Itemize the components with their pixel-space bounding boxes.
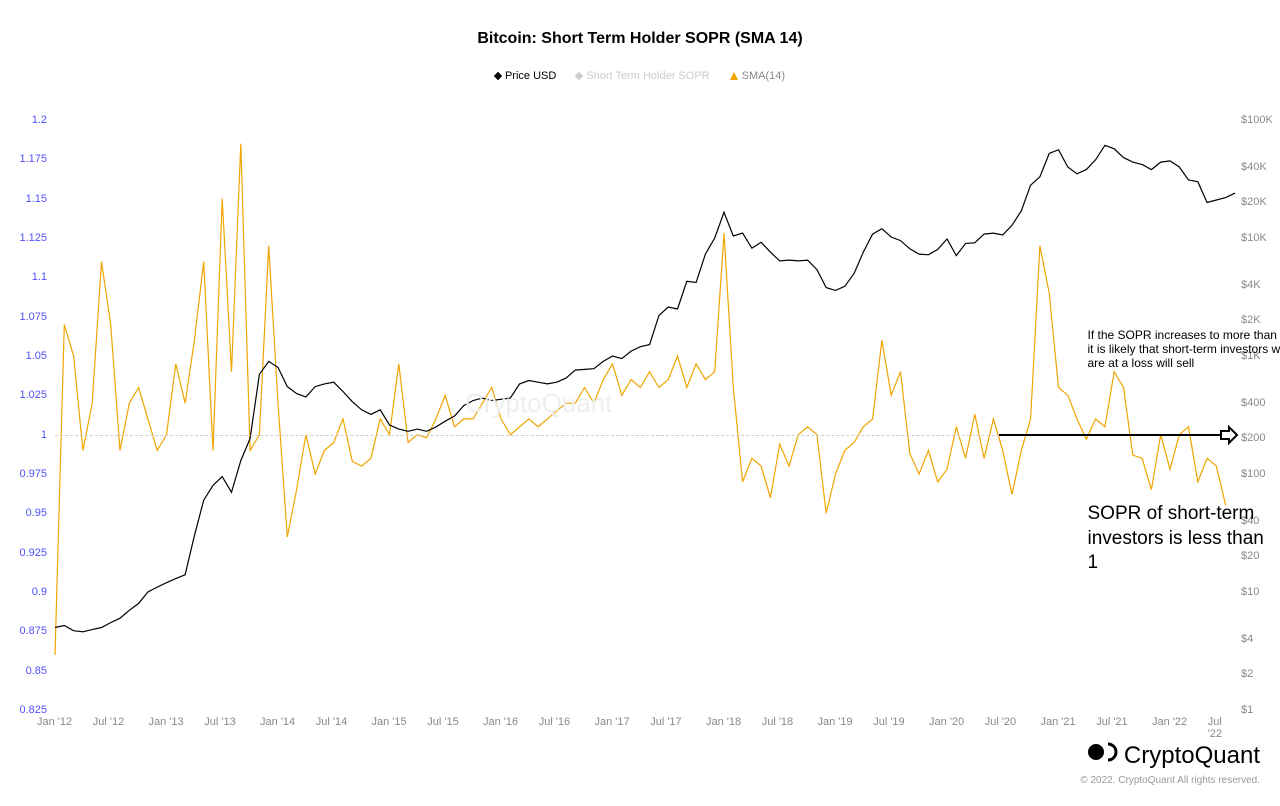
- x-tick: Jan '13: [148, 716, 183, 728]
- x-tick: Jan '15: [371, 716, 406, 728]
- logo-label: CryptoQuant: [1124, 742, 1260, 770]
- y-right-tick: $40K: [1241, 161, 1267, 173]
- y-left-tick: 1.15: [7, 193, 47, 205]
- y-right-tick: $100: [1241, 468, 1265, 480]
- legend-item: Short Term Holder SOPR: [576, 70, 709, 82]
- annotation-small: If the SOPR increases to more than 1, it…: [1088, 328, 1280, 370]
- annotation-large: SOPR of short-term investors is less tha…: [1088, 502, 1278, 576]
- x-tick: Jan '21: [1040, 716, 1075, 728]
- x-tick: Jul '15: [427, 716, 458, 728]
- y-right-tick: $1: [1241, 704, 1253, 716]
- chart-title: Bitcoin: Short Term Holder SOPR (SMA 14): [0, 0, 1280, 48]
- y-left-tick: 1.05: [7, 350, 47, 362]
- x-tick: Jan '17: [594, 716, 629, 728]
- y-left-tick: 1.075: [7, 311, 47, 323]
- logo-area: CryptoQuant © 2022. CryptoQuant All righ…: [1080, 740, 1260, 786]
- x-tick: Jul '16: [539, 716, 570, 728]
- x-tick: Jul '19: [873, 716, 904, 728]
- price-line: [55, 145, 1235, 632]
- x-tick: Jan '12: [37, 716, 72, 728]
- x-tick: Jan '18: [706, 716, 741, 728]
- y-left-tick: 1.025: [7, 389, 47, 401]
- y-right-tick: $4K: [1241, 279, 1261, 291]
- sma14-line: [55, 144, 1226, 655]
- x-tick: Jul '13: [204, 716, 235, 728]
- y-left-tick: 0.925: [7, 547, 47, 559]
- legend-label: Price USD: [505, 70, 556, 82]
- y-right-tick: $200: [1241, 432, 1265, 444]
- legend-label: Short Term Holder SOPR: [586, 70, 709, 82]
- y-right-tick: $2: [1241, 668, 1253, 680]
- y-right-tick: $2K: [1241, 314, 1261, 326]
- y-right-tick: $20K: [1241, 196, 1267, 208]
- legend-item: Price USD: [495, 70, 556, 82]
- y-left-tick: 1: [7, 429, 47, 441]
- legend-item: SMA(14): [730, 70, 785, 82]
- y-right-tick: $4: [1241, 633, 1253, 645]
- y-left-tick: 0.85: [7, 665, 47, 677]
- legend-marker: [730, 72, 738, 80]
- y-left-tick: 1.125: [7, 232, 47, 244]
- legend: Price USD Short Term Holder SOPR SMA(14): [0, 70, 1280, 82]
- y-left-tick: 0.95: [7, 507, 47, 519]
- y-left-tick: 0.9: [7, 586, 47, 598]
- x-tick: Jan '22: [1152, 716, 1187, 728]
- y-left-tick: 1.175: [7, 153, 47, 165]
- y-right-tick: $10: [1241, 586, 1259, 598]
- y-left-tick: 0.825: [7, 704, 47, 716]
- logo: CryptoQuant: [1080, 740, 1260, 771]
- plot-svg: [55, 120, 1235, 710]
- y-right-tick: $10K: [1241, 232, 1267, 244]
- chart-container: Bitcoin: Short Term Holder SOPR (SMA 14)…: [0, 0, 1280, 806]
- y-left-tick: 1.1: [7, 271, 47, 283]
- legend-marker: [494, 72, 502, 80]
- x-tick: Jan '14: [260, 716, 295, 728]
- x-tick: Jul '21: [1096, 716, 1127, 728]
- x-tick: Jul '14: [316, 716, 347, 728]
- x-tick: Jul '18: [762, 716, 793, 728]
- x-tick: Jan '19: [817, 716, 852, 728]
- copyright: © 2022. CryptoQuant All rights reserved.: [1080, 775, 1260, 786]
- x-tick: Jul '20: [985, 716, 1016, 728]
- x-tick: Jul '12: [93, 716, 124, 728]
- arrow-head-icon: [1219, 425, 1239, 445]
- y-right-tick: $400: [1241, 397, 1265, 409]
- arrow-line: [999, 434, 1225, 436]
- x-tick: Jul '17: [650, 716, 681, 728]
- legend-marker: [575, 72, 583, 80]
- y-left-tick: 0.875: [7, 625, 47, 637]
- logo-icon: [1088, 740, 1116, 771]
- plot-area: CryptoQuant 0.8250.850.8750.90.9250.950.…: [55, 120, 1235, 710]
- x-tick: Jan '20: [929, 716, 964, 728]
- legend-label: SMA(14): [742, 70, 785, 82]
- x-tick: Jan '16: [483, 716, 518, 728]
- y-right-tick: $100K: [1241, 114, 1273, 126]
- y-left-tick: 1.2: [7, 114, 47, 126]
- y-left-tick: 0.975: [7, 468, 47, 480]
- x-tick: Jul '22: [1208, 716, 1235, 740]
